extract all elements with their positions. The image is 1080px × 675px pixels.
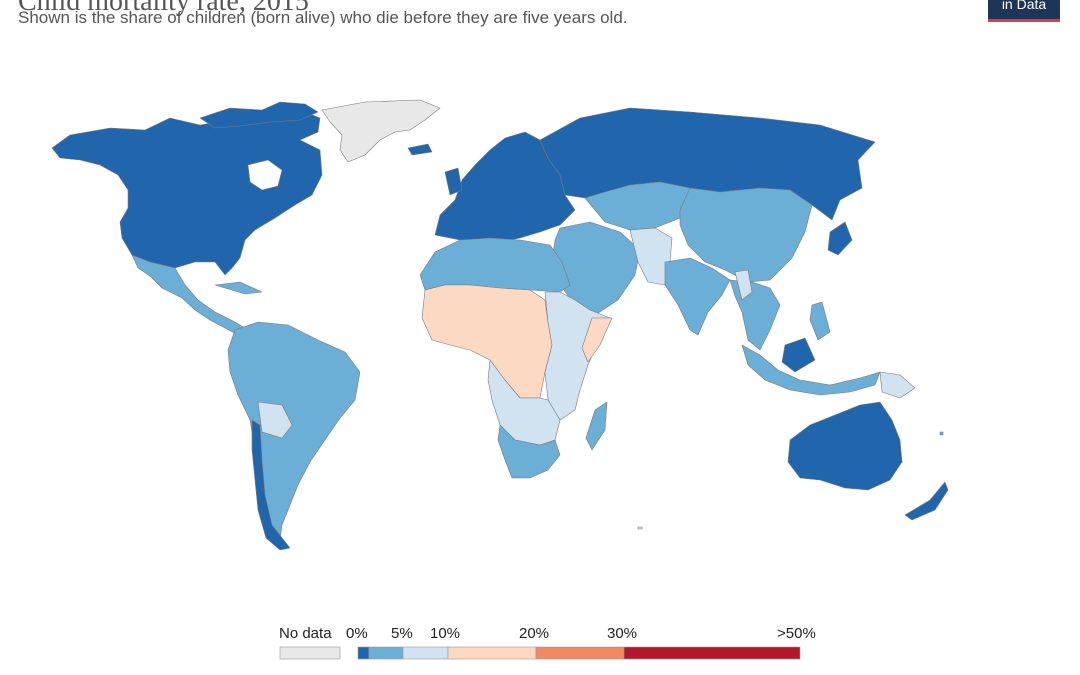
region-north-africa[interactable] xyxy=(419,237,571,293)
region-borneo[interactable] xyxy=(781,337,816,373)
region-papua[interactable] xyxy=(879,371,916,399)
chart-title: Child mortality rate, 2015 xyxy=(18,0,309,17)
owid-logo[interactable]: in Data xyxy=(988,0,1060,22)
region-small-island-1[interactable] xyxy=(637,526,643,530)
region-iceland[interactable] xyxy=(407,143,433,156)
legend-tick-0: 0% xyxy=(346,625,368,642)
legend-tick-20: 20% xyxy=(519,625,550,642)
region-chile[interactable] xyxy=(251,419,291,551)
region-north-america[interactable] xyxy=(51,109,323,276)
region-madagascar[interactable] xyxy=(585,401,608,451)
region-sahel[interactable] xyxy=(421,284,553,399)
region-south-africa[interactable] xyxy=(497,424,561,479)
region-indonesia[interactable] xyxy=(741,344,881,396)
region-new-zealand[interactable] xyxy=(904,481,949,521)
region-uk[interactable] xyxy=(444,167,463,196)
region-japan[interactable] xyxy=(827,221,853,256)
region-southeast-asia[interactable] xyxy=(729,279,781,351)
legend-tick-10: 10% xyxy=(430,625,461,642)
legend-no-data-label: No data xyxy=(279,625,332,642)
region-small-island-2[interactable] xyxy=(939,431,944,436)
region-arctic-islands[interactable] xyxy=(199,101,319,129)
region-australia[interactable] xyxy=(787,401,903,491)
region-caribbean[interactable] xyxy=(214,281,263,295)
legend-tick-50: >50% xyxy=(777,625,816,642)
legend-tick-30: 30% xyxy=(607,625,638,642)
region-somalia[interactable] xyxy=(581,317,613,363)
region-bolivia[interactable] xyxy=(257,401,293,439)
hudson-bay xyxy=(247,159,283,191)
chart-subtitle: Shown is the share of children (born ali… xyxy=(18,8,628,27)
region-philippines[interactable] xyxy=(809,301,831,341)
region-china[interactable] xyxy=(679,187,813,283)
region-greenland[interactable] xyxy=(321,99,441,163)
logo-text: in Data xyxy=(1001,0,1047,12)
legend-tick-5: 5% xyxy=(391,625,413,642)
logo-underline xyxy=(988,19,1060,22)
region-south-america[interactable] xyxy=(227,321,361,541)
region-india[interactable] xyxy=(664,257,731,336)
region-laos-myanmar[interactable] xyxy=(734,269,753,301)
